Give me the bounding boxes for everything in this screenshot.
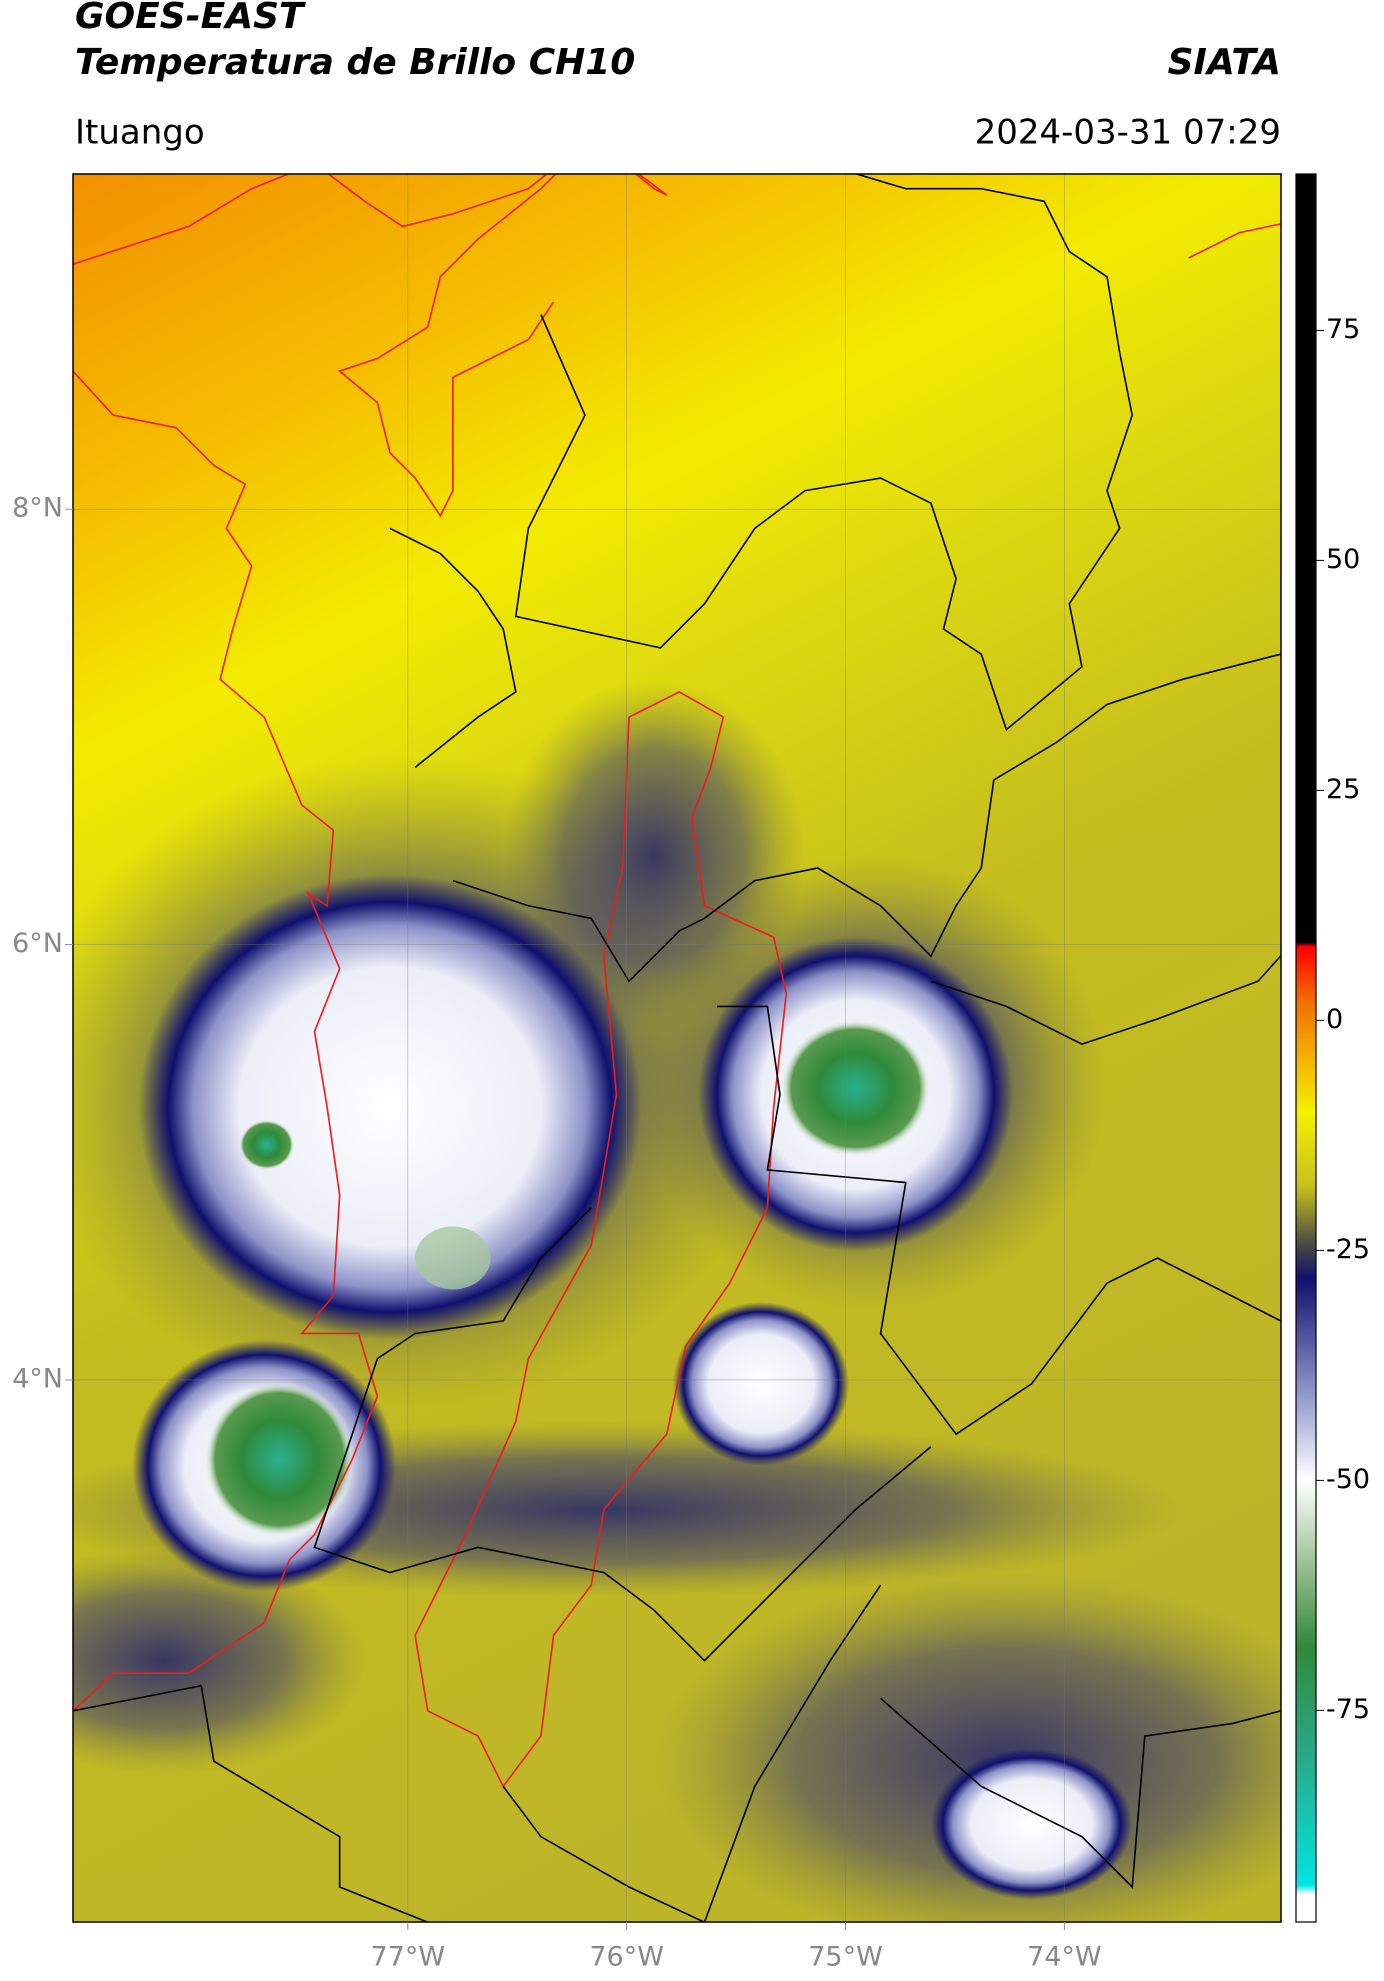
- x-tick-label: 76°W: [589, 1942, 664, 1973]
- colorbar: [1295, 173, 1317, 1923]
- x-tick-label: 75°W: [808, 1942, 883, 1973]
- x-tick-label: 74°W: [1027, 1942, 1102, 1973]
- x-tick-label: 77°W: [371, 1942, 446, 1973]
- datetime: 2024-03-31 07:29: [975, 113, 1281, 153]
- subtitle: Temperatura de Brillo CH10: [75, 42, 635, 83]
- colorbar-tick-label: 75: [1326, 314, 1360, 345]
- colorbar-tick-label: 25: [1326, 774, 1360, 805]
- y-tick-label: 6°N: [12, 928, 63, 959]
- colorbar-tick-label: -50: [1326, 1464, 1370, 1495]
- colorbar-tick-label: -25: [1326, 1234, 1370, 1265]
- source: SIATA: [1168, 42, 1281, 83]
- location: Ituango: [75, 113, 205, 153]
- map-imagery: [73, 174, 1281, 1922]
- colorbar-tick-label: 50: [1326, 544, 1360, 575]
- map-frame: [72, 173, 1282, 1923]
- cloud-field: [73, 174, 1281, 1922]
- colorbar-tick-label: 0: [1326, 1004, 1343, 1035]
- y-tick-label: 8°N: [12, 493, 63, 524]
- y-tick-label: 4°N: [12, 1363, 63, 1394]
- title: GOES-EAST: [75, 0, 306, 37]
- colorbar-tick-label: -75: [1326, 1694, 1370, 1725]
